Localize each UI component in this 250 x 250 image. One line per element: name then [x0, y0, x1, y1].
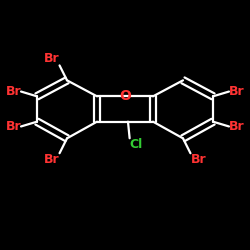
- Text: Br: Br: [229, 85, 244, 98]
- Text: Br: Br: [6, 85, 21, 98]
- Text: Br: Br: [44, 52, 60, 66]
- Text: Br: Br: [229, 120, 244, 133]
- Text: Br: Br: [190, 153, 206, 166]
- Text: Br: Br: [6, 120, 21, 133]
- Text: Br: Br: [44, 153, 60, 166]
- Text: Cl: Cl: [130, 138, 143, 151]
- Text: O: O: [119, 89, 131, 103]
